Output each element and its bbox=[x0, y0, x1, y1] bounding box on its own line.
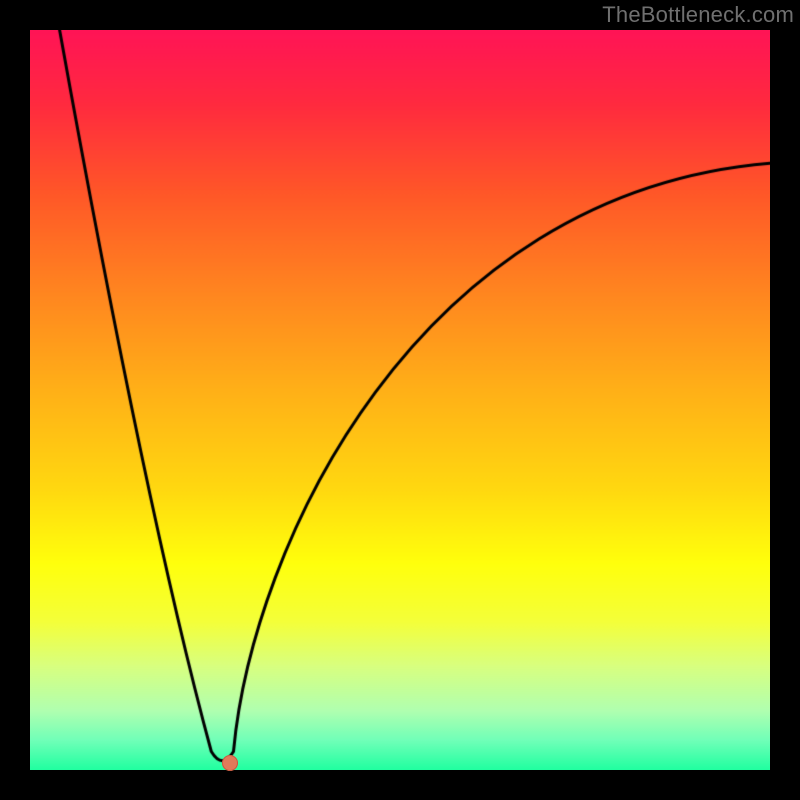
chart-stage: TheBottleneck.com bbox=[0, 0, 800, 800]
bottleneck-curve bbox=[30, 30, 770, 770]
optimal-point-marker bbox=[222, 755, 238, 771]
watermark-text: TheBottleneck.com bbox=[596, 0, 800, 30]
